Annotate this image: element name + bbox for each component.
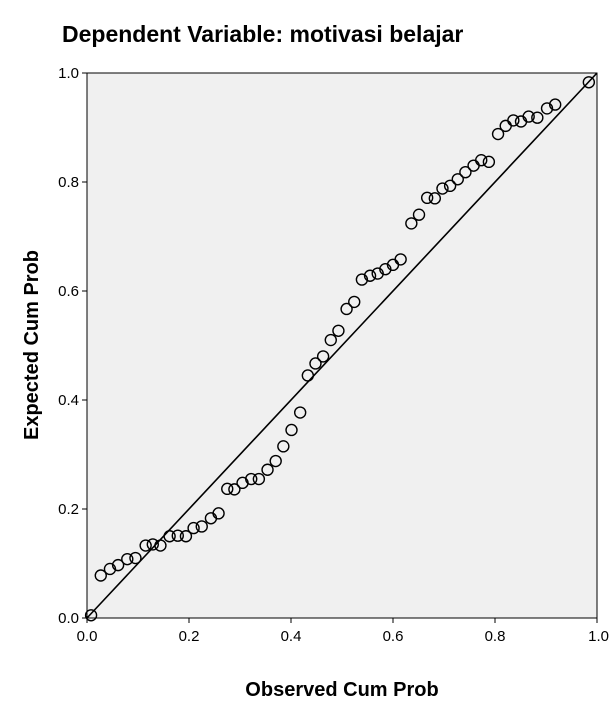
data-point [245, 472, 258, 486]
data-point [139, 539, 152, 552]
data-point [129, 551, 142, 565]
reference-line [86, 72, 598, 619]
data-point [103, 562, 117, 576]
y-axis: 0.0 0.2 0.4 0.6 0.8 1.0 [58, 65, 87, 627]
x-tick-label: 0.4 [281, 628, 302, 645]
x-tick-label: 1.0 [588, 628, 609, 645]
data-point [324, 333, 337, 347]
data-point [451, 173, 464, 186]
data-point [269, 454, 282, 468]
data-point [436, 182, 449, 195]
data-point [195, 520, 208, 533]
data-point [111, 558, 125, 572]
data-point [491, 127, 505, 141]
data-point [301, 369, 315, 382]
data-point [507, 114, 520, 127]
x-tick-label: 0.8 [485, 628, 506, 645]
data-point [121, 552, 134, 566]
y-tick-label: 0.0 [58, 610, 79, 627]
data-point [540, 102, 554, 115]
data-point [228, 483, 241, 496]
data-point [163, 530, 176, 543]
data-point [261, 463, 274, 476]
data-point [420, 191, 434, 205]
data-point [277, 440, 290, 453]
data-point [187, 521, 200, 535]
data-point [332, 324, 345, 337]
data-point [171, 529, 184, 542]
data-point [363, 269, 377, 282]
x-axis: 0.0 0.2 0.4 0.6 0.8 1.0 [77, 618, 609, 645]
chart-title: Dependent Variable: motivasi belajar [62, 21, 463, 47]
data-point [355, 273, 369, 286]
data-point [522, 110, 535, 123]
data-point [443, 179, 457, 193]
y-tick-label: 0.4 [58, 392, 79, 409]
data-point [285, 423, 298, 437]
data-point [154, 539, 167, 552]
data-point [531, 111, 544, 124]
y-tick-label: 1.0 [58, 65, 79, 82]
y-tick-label: 0.8 [58, 174, 79, 191]
data-point [252, 472, 266, 486]
data-point [221, 482, 234, 496]
data-point [459, 165, 472, 179]
data-point [94, 569, 107, 582]
x-tick-label: 0.2 [179, 628, 200, 645]
y-axis-title: Expected Cum Prob [21, 250, 43, 440]
data-point [316, 350, 330, 363]
x-tick-label: 0.6 [383, 628, 404, 645]
y-tick-label: 0.6 [58, 283, 79, 300]
data-points [84, 76, 596, 622]
data-point [405, 217, 418, 230]
data-point [348, 295, 361, 309]
data-point [309, 357, 322, 370]
data-point [394, 253, 407, 266]
x-tick-label: 0.0 [77, 628, 98, 645]
data-point [340, 302, 353, 316]
data-point [582, 76, 596, 89]
data-point [84, 609, 98, 622]
data-point [482, 155, 496, 169]
data-point [293, 406, 307, 419]
data-point [428, 192, 442, 205]
data-point [475, 153, 488, 167]
data-point [179, 530, 193, 543]
data-point [146, 538, 159, 551]
data-point [548, 98, 562, 111]
data-point [412, 208, 426, 221]
y-tick-label: 0.2 [58, 501, 79, 518]
x-axis-title: Observed Cum Prob [245, 679, 438, 701]
data-point [212, 507, 225, 520]
